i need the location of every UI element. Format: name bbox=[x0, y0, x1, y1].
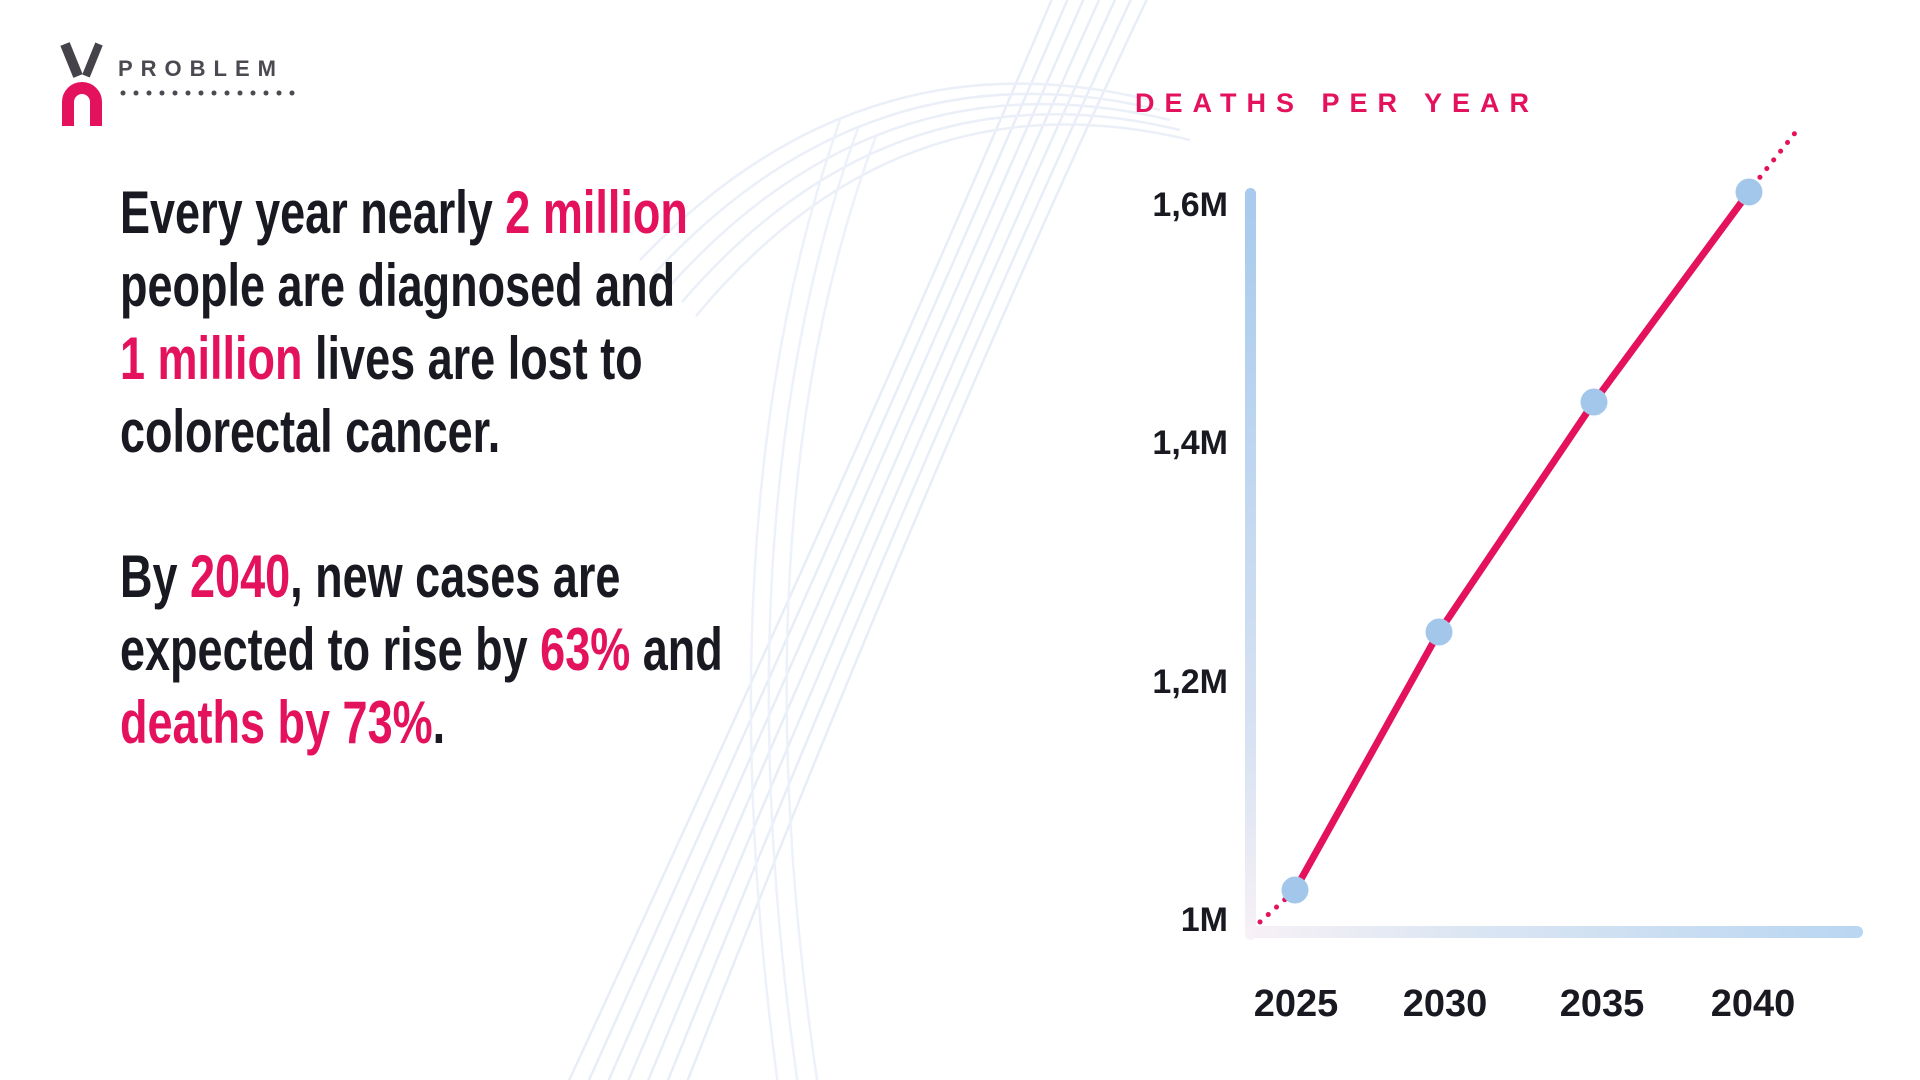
y-tick-1-6m: 1,6M bbox=[1152, 186, 1228, 224]
text-line: 1 million lives are lost to bbox=[120, 325, 643, 392]
section-label-dotted-underline bbox=[120, 90, 298, 96]
y-tick-1m: 1M bbox=[1181, 901, 1228, 939]
highlight-deaths-73-percent: deaths by 73% bbox=[120, 689, 433, 756]
x-axis-bar bbox=[1245, 926, 1863, 938]
text-line: colorectal cancer. bbox=[120, 398, 501, 465]
intro-text: Every year nearly 2 million people are d… bbox=[120, 176, 795, 759]
highlight-1-million: 1 million bbox=[120, 325, 303, 392]
y-tick-1-4m: 1,4M bbox=[1152, 424, 1228, 462]
text-line: deaths by 73%. bbox=[120, 689, 446, 756]
data-point-2040 bbox=[1735, 178, 1763, 206]
y-axis-bar bbox=[1245, 188, 1256, 940]
trend-dotted-upper bbox=[1750, 130, 1798, 189]
section-label: PROBLEM bbox=[118, 56, 284, 81]
intro-paragraph-1: Every year nearly 2 million people are d… bbox=[120, 176, 795, 468]
text-line: expected to rise by 63% and bbox=[120, 616, 723, 683]
x-tick-2035: 2035 bbox=[1560, 983, 1645, 1025]
text-line: people are diagnosed and bbox=[120, 252, 676, 319]
highlight-63-percent: 63% bbox=[540, 616, 631, 683]
deaths-trend-line bbox=[1291, 188, 1753, 894]
deaths-per-year-line-chart: 1,6M 1,4M 1,2M 1M 2025 2030 2035 2040 bbox=[1152, 130, 1863, 1025]
text-line: By 2040, new cases are bbox=[120, 543, 621, 610]
text-line: Every year nearly 2 million bbox=[120, 179, 688, 246]
brand-logo-icon bbox=[60, 42, 103, 126]
data-point-2030 bbox=[1425, 618, 1453, 646]
data-point-2035 bbox=[1580, 388, 1608, 416]
x-tick-2030: 2030 bbox=[1403, 983, 1488, 1025]
x-tick-2025: 2025 bbox=[1254, 983, 1339, 1025]
chart-title: DEATHS PER YEAR bbox=[1135, 88, 1540, 118]
highlight-2040: 2040 bbox=[190, 543, 291, 610]
y-tick-1-2m: 1,2M bbox=[1152, 663, 1228, 701]
highlight-2-million: 2 million bbox=[505, 179, 688, 246]
x-tick-2040: 2040 bbox=[1711, 983, 1796, 1025]
data-point-2025 bbox=[1281, 876, 1309, 904]
intro-paragraph-2: By 2040, new cases are expected to rise … bbox=[120, 540, 795, 759]
